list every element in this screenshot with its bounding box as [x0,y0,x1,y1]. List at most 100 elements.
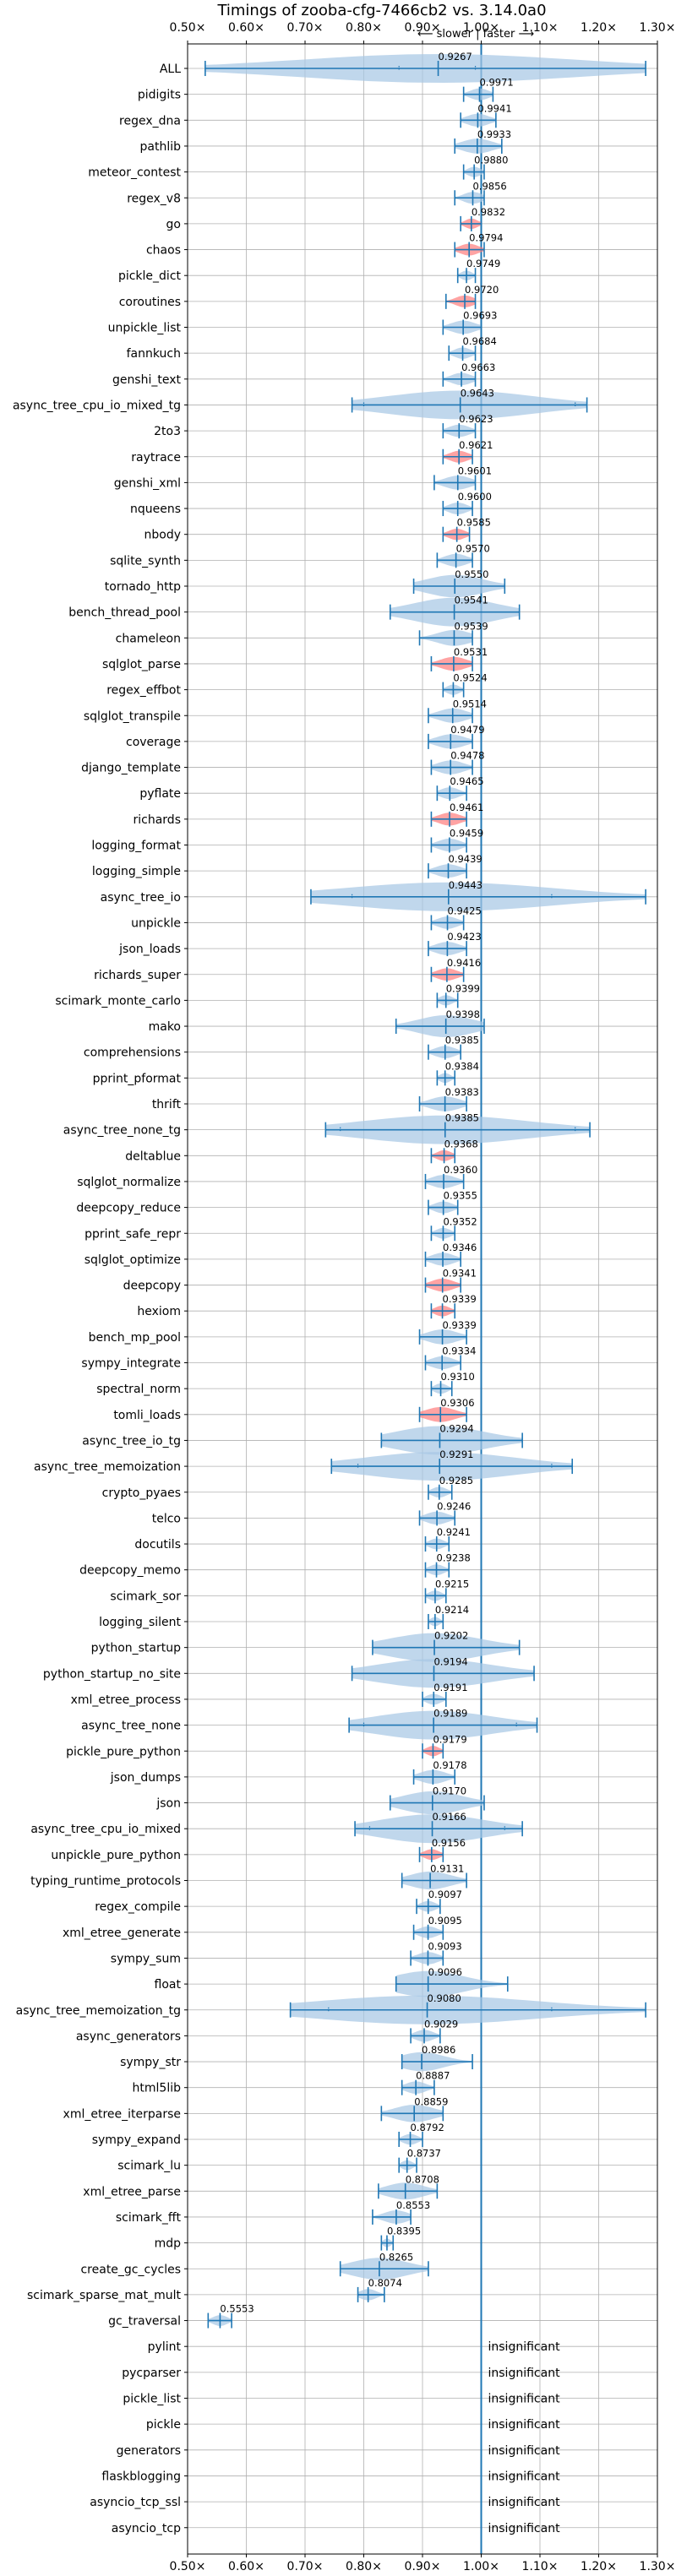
value-label: 0.9095 [428,1915,462,1927]
value-label: 0.9550 [455,568,488,580]
value-label: 0.9385 [445,1112,479,1124]
category-label: deltablue [125,1149,181,1163]
category-label: mdp [155,2237,182,2251]
category-label: create_gc_cycles [80,2263,181,2276]
value-label: 0.9093 [428,1940,461,1952]
value-label: 0.9246 [437,1500,471,1512]
category-label: richards [134,813,182,827]
category-label: sqlglot_parse [102,658,181,671]
category-label: scimark_sor [110,1590,181,1603]
category-label: meteor_contest [88,166,181,180]
insignificant-label: insignificant [488,2470,561,2483]
category-label: gc_traversal [108,2315,181,2329]
category-label: raytrace [131,451,181,465]
category-label: pyflate [139,787,181,801]
category-label: pickle_list [123,2393,181,2406]
category-label: regex_dna [119,114,181,128]
x-tick-label-top: 1.30× [640,21,676,35]
category-label: scimark_monte_carlo [55,994,181,1008]
value-label: 0.9399 [446,982,480,994]
category-label: thrift [152,1098,182,1111]
category-label: logging_format [91,840,181,853]
category-label: async_tree_none [81,1720,181,1733]
value-label: 0.9341 [443,1268,477,1280]
value-label: 0.9570 [456,542,490,554]
value-label: 0.9194 [433,1655,467,1667]
category-label: tomli_loads [113,1409,181,1422]
value-label: 0.9524 [453,672,487,684]
insignificant-label: insignificant [488,2444,561,2458]
value-label: 0.9856 [472,180,506,192]
insignificant-label: insignificant [488,2393,561,2406]
category-label: ALL [160,62,181,76]
category-label: html5lib [133,2082,182,2095]
category-label: pidigits [138,89,181,102]
category-label: logging_silent [99,1616,181,1629]
category-label: pickle [146,2418,181,2432]
category-label: genshi_xml [114,476,181,490]
value-label: 0.8395 [387,2225,421,2237]
value-label: 0.9971 [479,77,513,89]
category-label: sqlglot_normalize [77,1176,181,1189]
value-label: 0.5553 [220,2303,254,2315]
value-label: 0.9443 [449,879,482,891]
value-label: 0.9933 [477,128,511,140]
value-label: 0.8553 [396,2199,430,2211]
category-label: mako [149,1020,181,1034]
category-label: pickle_dict [118,269,182,283]
category-label: fannkuch [127,347,181,361]
category-label: generators [117,2444,181,2458]
value-label: 0.9285 [439,1475,473,1486]
value-label: 0.9191 [433,1682,467,1693]
category-label: unpickle_pure_python [51,1849,181,1862]
value-label: 0.9720 [465,284,499,296]
value-label: 0.9179 [433,1733,466,1745]
value-label: 0.9097 [428,1889,462,1900]
category-label: coverage [126,736,181,749]
value-label: 0.9384 [445,1060,479,1072]
x-tick-label-bottom: 1.00× [463,2560,499,2573]
plot-frame [187,43,658,2555]
value-label: 0.9621 [459,439,493,451]
insignificant-label: insignificant [488,2496,561,2509]
category-label: scimark_fft [116,2211,182,2225]
value-label: 0.8737 [407,2148,441,2160]
category-label: sqlglot_optimize [84,1253,181,1267]
category-label: regex_effbot [106,684,181,698]
value-label: 0.9479 [450,724,484,736]
x-tick-label-bottom: 0.80× [346,2560,382,2573]
category-label: unpickle_list [108,322,182,335]
value-label: 0.9346 [443,1242,477,1253]
value-label: 0.9339 [443,1293,477,1305]
category-label: flaskblogging [101,2470,181,2483]
x-tick-label-top: 1.20× [581,21,617,35]
value-label: 0.9156 [432,1837,466,1849]
value-label: 0.9096 [428,1966,462,1978]
category-label: pylint [148,2340,182,2354]
x-tick-label-bottom: 0.90× [405,2560,441,2573]
value-label: 0.9585 [457,517,491,529]
category-label: chameleon [116,632,181,645]
value-label: 0.9425 [448,905,482,916]
x-tick-label-bottom: 1.30× [640,2560,676,2573]
value-label: 0.9880 [474,155,508,166]
category-label: xml_etree_parse [83,2185,181,2198]
value-label: 0.9941 [477,102,511,114]
value-label: 0.9684 [463,335,497,347]
insignificant-label: insignificant [488,2418,561,2432]
category-label: scimark_lu [117,2160,181,2173]
category-label: sympy_sum [111,1952,181,1965]
category-label: regex_v8 [127,192,181,205]
value-label: 0.9291 [439,1448,473,1460]
value-label: 0.9339 [443,1319,477,1331]
value-label: 0.9601 [458,465,492,476]
value-label: 0.9355 [444,1190,477,1202]
value-label: 0.9178 [433,1759,466,1771]
value-label: 0.8708 [406,2173,439,2185]
category-label: asyncio_tcp [112,2522,181,2535]
value-label: 0.9215 [435,1578,469,1590]
category-label: logging_simple [92,865,181,878]
category-label: chaos [146,244,181,258]
category-label: asyncio_tcp_ssl [90,2496,181,2509]
